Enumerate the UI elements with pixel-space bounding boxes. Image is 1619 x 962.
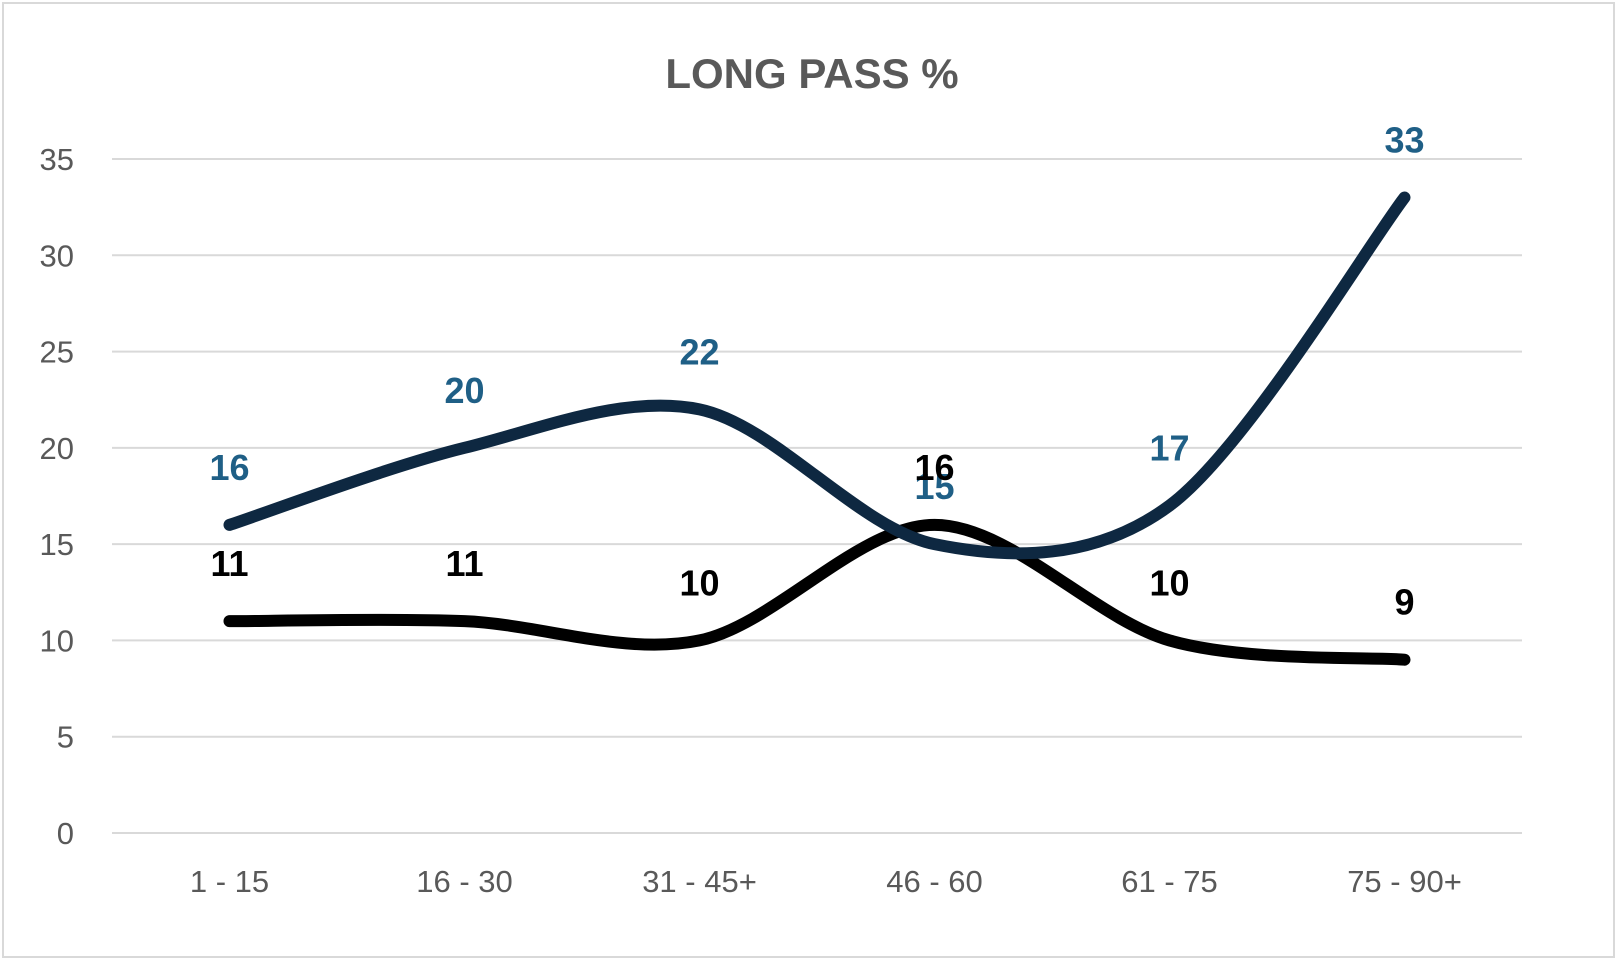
data-label: 10 [679, 562, 719, 603]
y-axis-tick-labels: 0 5 10 15 20 25 30 35 [40, 142, 74, 851]
data-label: 17 [1149, 428, 1189, 469]
chart-title: LONG PASS % [665, 50, 958, 97]
data-label: 9 [1394, 582, 1414, 623]
data-label: 16 [914, 447, 954, 488]
line-chart: LONG PASS % 0 5 10 15 20 25 30 35 1 - 15 16 - 30… [40, 50, 1522, 899]
series-lines [223, 191, 1411, 666]
x-tick-label: 46 - 60 [886, 864, 983, 899]
y-tick-label: 20 [40, 431, 74, 466]
data-label: 11 [210, 543, 248, 584]
data-labels: 16 20 22 15 17 33 11 11 10 16 10 9 [209, 120, 1424, 623]
y-tick-label: 35 [40, 142, 74, 177]
x-tick-label: 61 - 75 [1121, 864, 1218, 899]
y-tick-label: 30 [40, 238, 74, 273]
data-label: 16 [209, 447, 249, 488]
data-label: 22 [679, 331, 719, 372]
data-label: 10 [1149, 562, 1189, 603]
y-tick-label: 15 [40, 527, 74, 562]
x-axis-tick-labels: 1 - 15 16 - 30 31 - 45+ 46 - 60 61 - 75 75 - … [190, 864, 1462, 899]
data-label: 33 [1384, 120, 1424, 161]
series-line-1 [223, 191, 1411, 560]
x-tick-label: 16 - 30 [416, 864, 513, 899]
y-tick-label: 10 [40, 623, 74, 658]
y-tick-label: 25 [40, 335, 74, 370]
data-label: 11 [445, 543, 483, 584]
y-tick-label: 5 [57, 720, 74, 755]
data-label: 20 [444, 370, 484, 411]
data-label: 15 [914, 466, 954, 507]
x-tick-label: 31 - 45+ [642, 864, 757, 899]
y-tick-label: 0 [57, 816, 74, 851]
x-tick-label: 75 - 90+ [1347, 864, 1462, 899]
x-tick-label: 1 - 15 [190, 864, 269, 899]
series-line-2 [223, 518, 1411, 666]
gridlines [112, 158, 1522, 834]
